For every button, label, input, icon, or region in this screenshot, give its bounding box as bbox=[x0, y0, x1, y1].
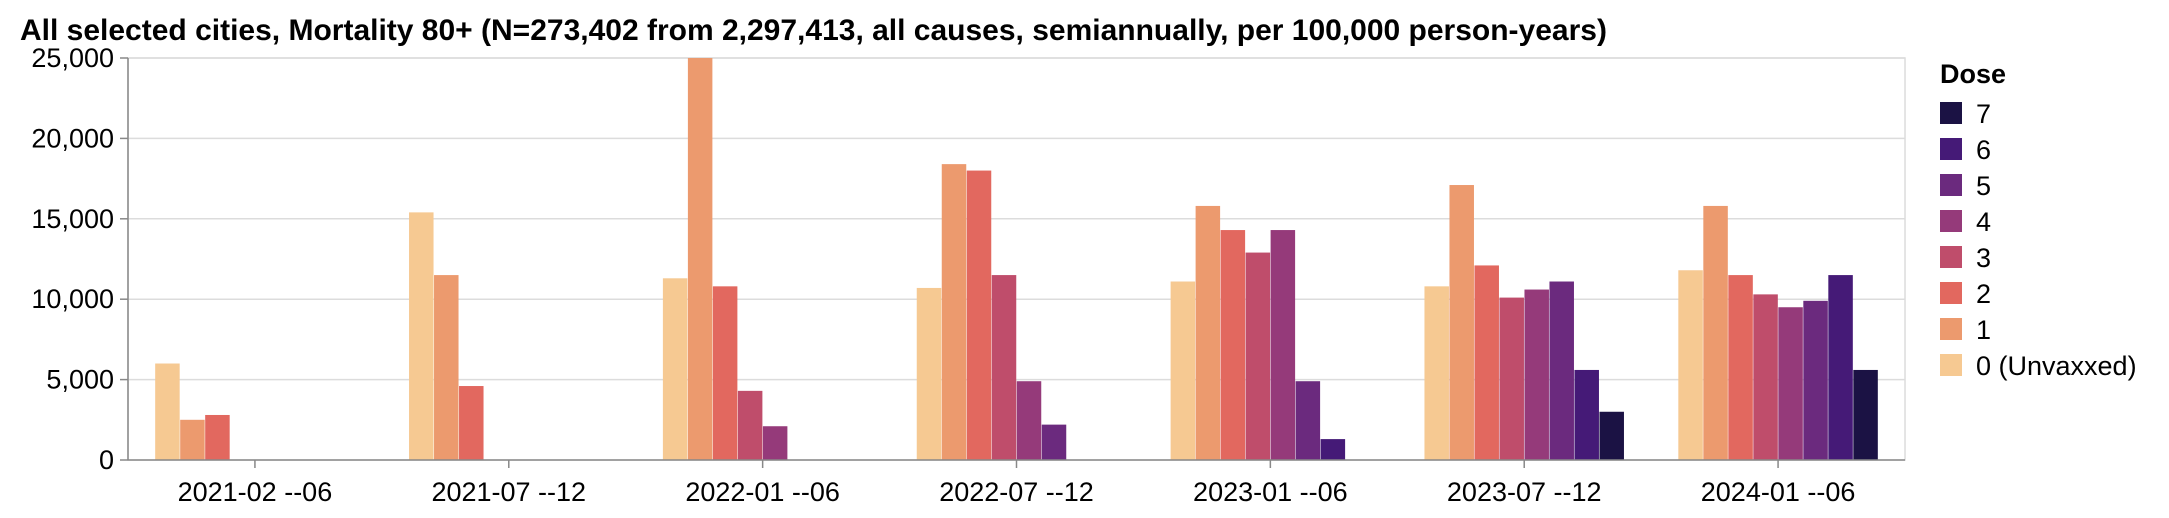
legend-swatch bbox=[1940, 246, 1962, 268]
bar bbox=[1474, 265, 1499, 460]
x-tick-label: 2023-01 --06 bbox=[1193, 477, 1348, 507]
bar bbox=[459, 386, 484, 460]
bar bbox=[1599, 411, 1624, 460]
y-axis: 0 5,000 10,000 15,000 20,000 25,000 bbox=[31, 43, 129, 475]
bar bbox=[762, 426, 788, 460]
bar bbox=[1449, 185, 1474, 461]
bar bbox=[1270, 230, 1296, 460]
legend-label: 3 bbox=[1976, 243, 1991, 273]
chart-title: All selected cities, Mortality 80+ (N=27… bbox=[20, 14, 1607, 47]
bar bbox=[1424, 286, 1449, 460]
legend-label: 4 bbox=[1976, 207, 1991, 237]
legend-label: 6 bbox=[1976, 135, 1991, 165]
x-tick-label: 2021-02 --06 bbox=[178, 477, 333, 507]
bar bbox=[155, 363, 180, 460]
bar bbox=[1295, 381, 1321, 460]
bar bbox=[409, 212, 434, 460]
x-tick-label: 2022-01 --06 bbox=[685, 477, 840, 507]
x-tick-label: 2023-07 --12 bbox=[1447, 477, 1602, 507]
bar bbox=[434, 275, 459, 460]
bar bbox=[1778, 307, 1803, 460]
bar bbox=[1524, 289, 1549, 460]
bar bbox=[687, 58, 713, 460]
bar bbox=[1828, 275, 1853, 460]
legend-swatch bbox=[1940, 102, 1962, 124]
x-tick-label: 2021-07 --12 bbox=[431, 477, 586, 507]
bar bbox=[991, 275, 1017, 460]
legend-swatch bbox=[1940, 354, 1962, 376]
bar bbox=[1703, 205, 1728, 460]
bar bbox=[1195, 205, 1221, 460]
gridlines bbox=[128, 57, 1905, 381]
legend-label: 7 bbox=[1976, 99, 1991, 129]
bar bbox=[662, 278, 688, 460]
x-axis: 2021-02 --06 2021-07 --12 2022-01 --06 2022… bbox=[128, 459, 1905, 507]
bar bbox=[180, 419, 205, 460]
legend-swatch bbox=[1940, 174, 1962, 196]
legend-swatch bbox=[1940, 210, 1962, 232]
legend-title: Dose bbox=[1940, 59, 2006, 89]
bar bbox=[1803, 300, 1828, 460]
bar bbox=[1245, 252, 1271, 460]
legend-label: 2 bbox=[1976, 279, 1991, 309]
bar bbox=[966, 170, 992, 460]
legend-swatch bbox=[1940, 282, 1962, 304]
x-tick-label: 2024-01 --06 bbox=[1701, 477, 1856, 507]
bar bbox=[1499, 297, 1524, 460]
x-tick-label: 2022-07 --12 bbox=[939, 477, 1094, 507]
bar bbox=[1678, 270, 1703, 460]
y-tick-label: 20,000 bbox=[31, 123, 114, 153]
bar bbox=[205, 414, 230, 460]
legend-label: 1 bbox=[1976, 315, 1991, 345]
legend-swatch bbox=[1940, 138, 1962, 160]
plot-border bbox=[127, 57, 1906, 461]
bar bbox=[1853, 369, 1878, 460]
y-tick-label: 25,000 bbox=[31, 43, 114, 73]
y-tick-label: 10,000 bbox=[31, 284, 114, 314]
legend-label: 0 (Unvaxxed) bbox=[1976, 351, 2137, 381]
bar bbox=[941, 164, 967, 461]
legend: Dose 7 6 5 4 3 2 1 0 (Unvaxxed) bbox=[1940, 59, 2137, 381]
bar bbox=[1728, 275, 1753, 460]
legend-label: 5 bbox=[1976, 171, 1991, 201]
bar bbox=[1753, 294, 1778, 460]
y-tick-label: 15,000 bbox=[31, 204, 114, 234]
bar bbox=[1016, 381, 1042, 460]
bar bbox=[712, 286, 738, 460]
bar bbox=[1041, 424, 1067, 460]
bar bbox=[737, 390, 763, 460]
bar bbox=[1170, 281, 1196, 460]
y-tick-label: 0 bbox=[99, 445, 114, 475]
bar bbox=[1220, 230, 1246, 460]
bar bbox=[916, 287, 942, 460]
bar bbox=[1574, 369, 1599, 460]
y-tick-label: 5,000 bbox=[46, 365, 114, 395]
bar bbox=[1320, 439, 1346, 460]
bars bbox=[155, 58, 1878, 461]
bar bbox=[1549, 281, 1574, 460]
legend-swatch bbox=[1940, 318, 1962, 340]
plot-frame bbox=[127, 57, 1906, 461]
